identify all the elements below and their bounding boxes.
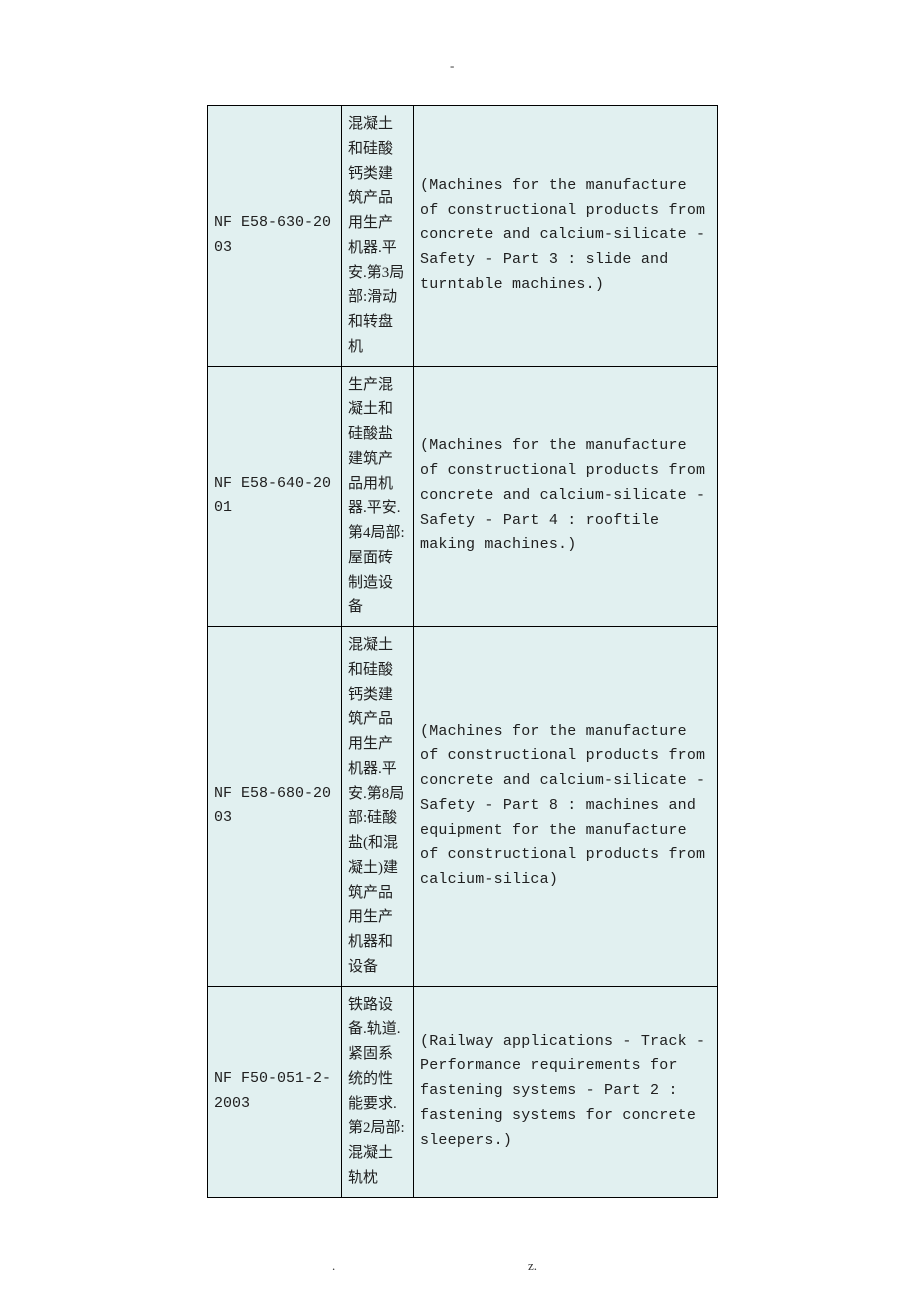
standard-title-en: (Machines for the manufacture of constru… [414, 106, 718, 367]
header-mark: - [450, 58, 454, 74]
standard-title-zh: 混凝土和硅酸钙类建筑产品用生产机器.平安.第8局部:硅酸盐(和混凝土)建筑产品用… [342, 627, 414, 987]
standard-title-zh: 混凝土和硅酸钙类建筑产品用生产机器.平安.第3局部:滑动和转盘机 [342, 106, 414, 367]
footer-dot: . [332, 1258, 335, 1274]
table-row: NF F50-051-2-2003 铁路设备.轨道.紧固系统的性能要求.第2局部… [208, 986, 718, 1197]
standard-title-en: (Railway applications - Track - Performa… [414, 986, 718, 1197]
table-row: NF E58-680-2003 混凝土和硅酸钙类建筑产品用生产机器.平安.第8局… [208, 627, 718, 987]
standard-title-zh: 铁路设备.轨道.紧固系统的性能要求.第2局部:混凝土轨枕 [342, 986, 414, 1197]
standard-code: NF E58-630-2003 [208, 106, 342, 367]
table-row: NF E58-630-2003 混凝土和硅酸钙类建筑产品用生产机器.平安.第3局… [208, 106, 718, 367]
standard-title-zh: 生产混凝土和硅酸盐建筑产品用机器.平安.第4局部:屋面砖制造设备 [342, 366, 414, 627]
standard-code: NF F50-051-2-2003 [208, 986, 342, 1197]
footer-z: z. [528, 1258, 537, 1274]
table-row: NF E58-640-2001 生产混凝土和硅酸盐建筑产品用机器.平安.第4局部… [208, 366, 718, 627]
standard-code: NF E58-680-2003 [208, 627, 342, 987]
standards-table: NF E58-630-2003 混凝土和硅酸钙类建筑产品用生产机器.平安.第3局… [207, 105, 718, 1198]
standard-code: NF E58-640-2001 [208, 366, 342, 627]
standard-title-en: (Machines for the manufacture of constru… [414, 627, 718, 987]
standards-table-container: NF E58-630-2003 混凝土和硅酸钙类建筑产品用生产机器.平安.第3局… [207, 105, 717, 1198]
standard-title-en: (Machines for the manufacture of constru… [414, 366, 718, 627]
